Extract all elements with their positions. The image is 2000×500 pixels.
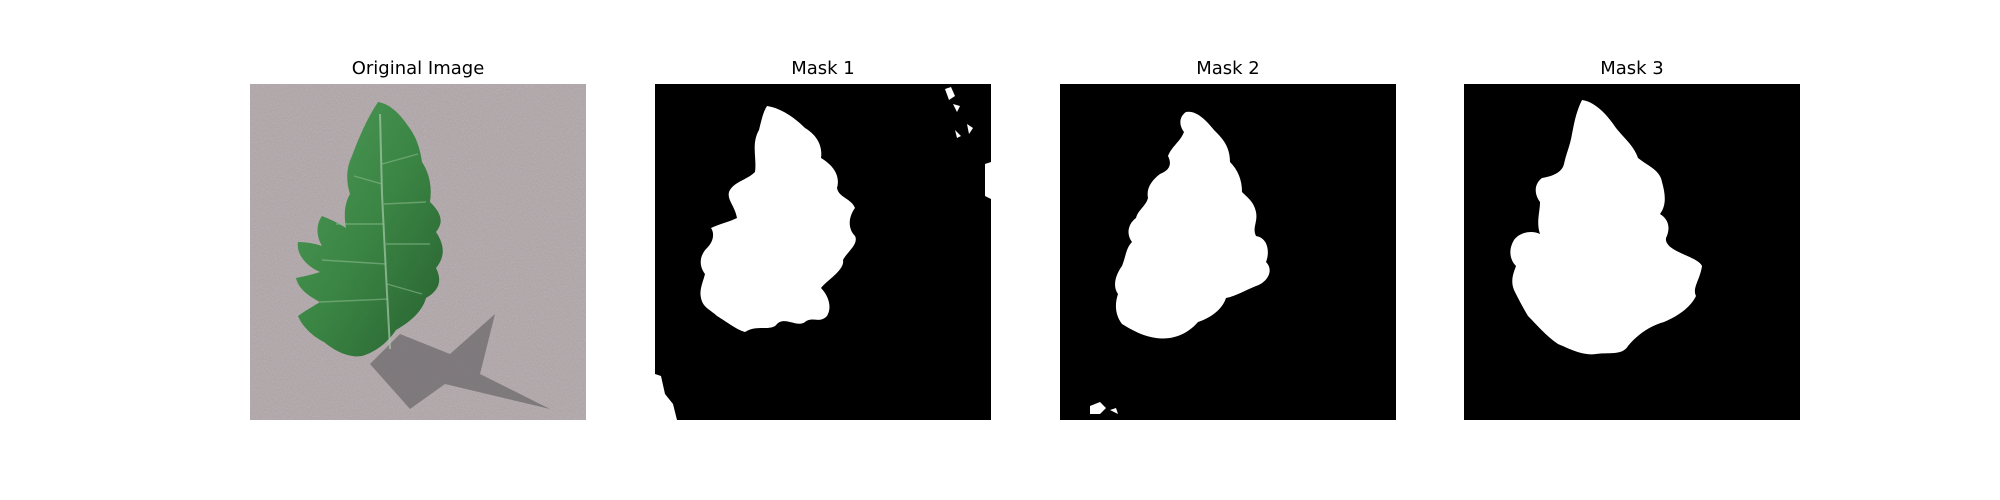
panel-mask-3: Mask 3 <box>1464 56 1800 422</box>
mask-3-region <box>1510 100 1702 355</box>
mask-2-image <box>1060 84 1396 420</box>
panel-title: Mask 3 <box>1600 58 1664 79</box>
original-image <box>250 84 586 420</box>
mask-1-region <box>700 106 856 332</box>
leaf <box>296 102 443 357</box>
mask-2-region <box>1115 111 1270 339</box>
panel-original-image: Original Image <box>250 56 586 422</box>
panel-title: Mask 2 <box>1196 58 1260 79</box>
panel-title: Mask 1 <box>791 58 855 79</box>
panel-title: Original Image <box>351 58 485 79</box>
mask-1-image <box>655 84 991 420</box>
panel-mask-2: Mask 2 <box>1060 56 1396 422</box>
leaf-shadow <box>370 314 550 409</box>
mask-3-image <box>1464 84 1800 420</box>
panel-mask-1: Mask 1 <box>655 56 991 422</box>
